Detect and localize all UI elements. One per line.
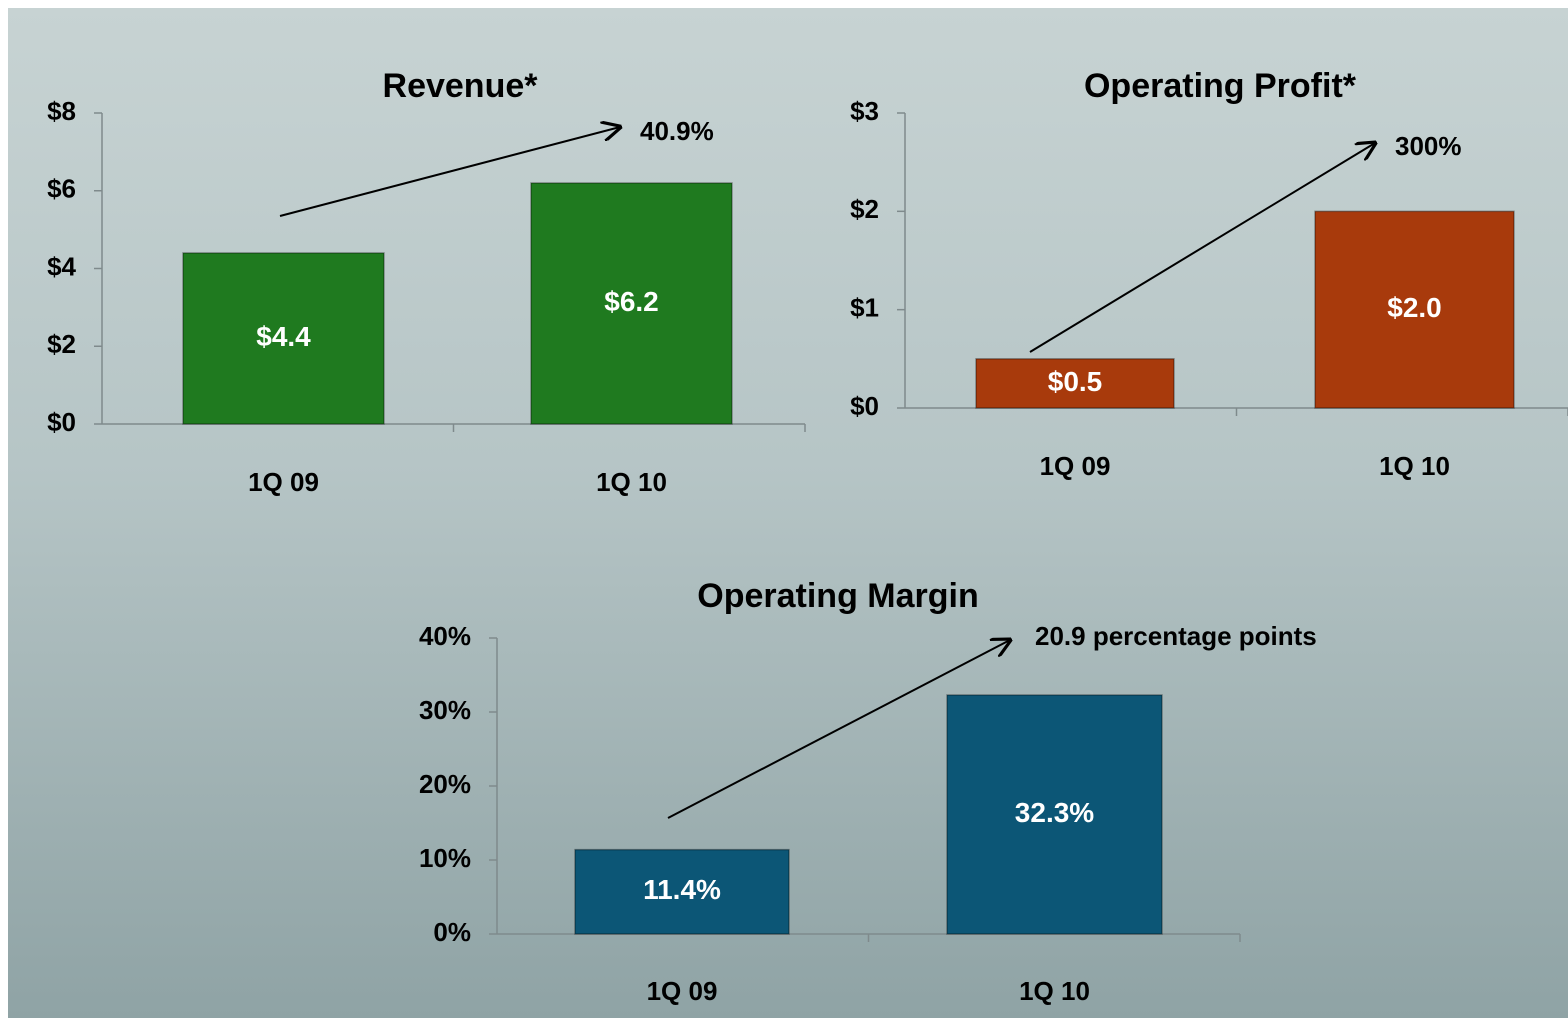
data-label: $4.4 — [256, 321, 311, 352]
x-tick-label: 1Q 09 — [248, 467, 319, 497]
x-tick-label: 1Q 09 — [647, 976, 718, 1006]
data-label: 11.4% — [643, 874, 721, 905]
x-tick-label: 1Q 10 — [1019, 976, 1090, 1006]
bar — [1314, 210, 1515, 409]
chart-title: Operating Profit* — [1084, 67, 1357, 105]
data-label: $6.2 — [604, 286, 659, 317]
y-tick-label: 40% — [419, 621, 471, 651]
data-label: $2.0 — [1387, 292, 1442, 323]
data-label: $0.5 — [1048, 366, 1103, 397]
y-tick-label: $3 — [850, 96, 879, 126]
trend-arrow — [279, 127, 620, 217]
bar — [574, 848, 790, 935]
chart-title: Operating Margin — [697, 577, 978, 615]
trend-arrow — [1029, 143, 1375, 353]
y-tick-label: $0 — [850, 391, 879, 421]
annotation: 300% — [1395, 131, 1462, 161]
bar — [975, 358, 1175, 409]
x-tick-label: 1Q 10 — [1379, 451, 1450, 481]
y-tick-label: $0 — [47, 407, 76, 437]
y-tick-label: 20% — [419, 769, 471, 799]
annotation: 20.9 percentage points — [1035, 621, 1317, 651]
trend-arrow — [667, 640, 1010, 819]
y-tick-label: $8 — [47, 96, 76, 126]
bar — [530, 182, 733, 425]
y-tick-label: 30% — [419, 695, 471, 725]
bar — [946, 694, 1163, 935]
x-tick-label: 1Q 10 — [596, 467, 667, 497]
x-tick-label: 1Q 09 — [1040, 451, 1111, 481]
y-tick-label: $2 — [47, 329, 76, 359]
y-tick-label: 0% — [433, 917, 471, 947]
y-tick-label: $2 — [850, 194, 879, 224]
y-tick-label: $1 — [850, 293, 879, 323]
y-tick-label: $6 — [47, 174, 76, 204]
data-label: 32.3% — [1015, 797, 1094, 828]
bar — [182, 252, 385, 425]
annotation: 40.9% — [640, 116, 714, 146]
y-tick-label: 10% — [419, 843, 471, 873]
chart-title: Revenue* — [383, 67, 539, 105]
y-tick-label: $4 — [47, 251, 76, 281]
